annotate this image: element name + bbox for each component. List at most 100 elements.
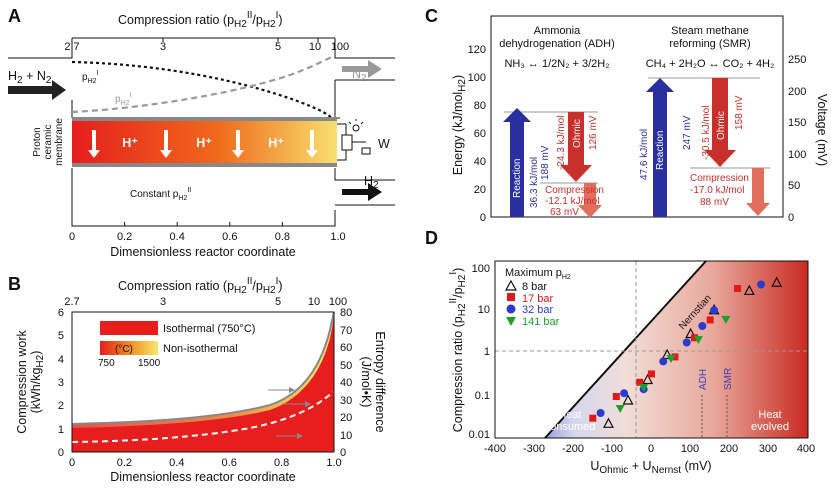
reactor-wall-mid-right (334, 80, 340, 119)
panel-d-x-label: UOhmic + UNernst (mV) (590, 459, 711, 476)
panel-d-x-tick: 0 (648, 443, 654, 455)
panel-b-bottom-tick: 0.2 (117, 457, 132, 469)
legend-unit-label: (°C) (115, 344, 133, 355)
proton-label: H⁺ (268, 136, 284, 150)
panel-c-left-tick: 100 (468, 72, 486, 84)
reactor-wall-top-right (334, 38, 395, 59)
data-point-17-bar (612, 393, 620, 400)
panel-b-left-tick: 2 (58, 400, 64, 412)
panel-a-bottom-tick: 1.0 (330, 231, 345, 243)
h2-outlet-arrow (342, 183, 382, 201)
adh-ohmic-arrow (560, 112, 592, 182)
panel-a-top-axis-title: Compression ratio (pH2II/pH2I) (118, 10, 283, 30)
proton-label: H⁺ (122, 136, 138, 150)
work-label: W (378, 137, 390, 151)
adh-compression-arrow (578, 183, 602, 218)
legend-isothermal-label: Isothermal (750°C) (163, 323, 255, 335)
adh-reaction-mv: 188 mV (540, 145, 551, 180)
panel-b-right-tick: 50 (340, 360, 352, 372)
panel-d-y-tick: 10 (478, 304, 490, 316)
data-point-141-bar (639, 384, 649, 393)
smr-reaction-mv: 247 mV (682, 115, 693, 150)
legend-item-32bar: 32 bar (522, 304, 554, 316)
proton-flux-arrows (88, 130, 318, 158)
panel-a-x-label: Dimensionless reactor coordinate (110, 245, 296, 259)
panel-d-y-tick: 0.1 (475, 390, 490, 402)
panel-b-right-tick: 30 (340, 395, 352, 407)
data-point-32-bar (757, 280, 766, 289)
data-point-8-bar (661, 348, 673, 360)
panel-b-x-label: Dimensionless reactor coordinate (110, 470, 296, 484)
membrane-bottom-edge (72, 163, 337, 167)
adh-ohmic-kj: -24.3 kJ/mol (556, 116, 567, 170)
panel-c-left-tick: 60 (474, 128, 486, 140)
data-point-32-bar (596, 409, 605, 418)
panel-c-left-tick: 120 (468, 44, 486, 56)
panel-c-right-tick: 50 (788, 180, 800, 192)
panel-d-x-tick: 100 (681, 443, 699, 455)
panel-d-frame (494, 260, 809, 439)
panel-b-bottom-ticks: 0 0.2 0.4 0.6 0.8 1.0 (69, 457, 342, 469)
inlet-label: H2 + N2 (8, 69, 52, 86)
panel-c-left-ticks: 0 20 40 60 80 100 120 (468, 44, 486, 224)
panel-d-data-points (589, 276, 783, 428)
panel-b-left-tick: 5 (58, 330, 64, 342)
panel-b-frame (71, 311, 335, 453)
panel-b-right-tick: 10 (340, 430, 352, 442)
data-point-17-bar (636, 378, 644, 386)
panel-a-top-tick: 100 (331, 41, 349, 53)
panel-b-right-tick: 0 (340, 447, 346, 459)
inlet-arrow (8, 80, 66, 100)
nernstian-line (544, 260, 707, 439)
adh-reaction-arrow (503, 108, 531, 217)
panel-b-right-tick: 60 (340, 342, 352, 354)
data-point-32-bar (682, 338, 691, 347)
data-point-141-bar (693, 335, 703, 344)
data-point-141-bar (666, 355, 676, 364)
membrane-top-edge (72, 117, 337, 121)
nernstian-excluded-region (495, 261, 706, 438)
panel-c-y-label: Energy (kJ/molH2) (451, 75, 468, 175)
proton-ceramic-membrane (72, 121, 337, 163)
data-point-32-bar (710, 306, 719, 315)
panel-b-letter: B (8, 274, 21, 294)
panel-c-frame (490, 15, 784, 218)
panel-d-y-label: Compression ratio (pH2II/pH2I) (448, 268, 468, 433)
data-point-141-bar (615, 404, 625, 413)
data-point-17-bar (691, 334, 699, 342)
panel-b-top-axis-title: Compression ratio (pH2II/pH2I) (118, 276, 283, 296)
smr-comp-word: Compression (690, 173, 749, 184)
legend-item-17bar: 17 bar (522, 293, 554, 305)
panel-d-x-ticks: -400 -300 -200 -100 0 100 200 300 400 (484, 443, 815, 455)
membrane-label: Protonceramicmembrane (32, 118, 65, 166)
panel-b-top-tick: 3 (160, 296, 166, 308)
reactor-wall-top (8, 38, 73, 59)
panel-b-bottom-tick: 1.0 (326, 457, 341, 469)
legend-marker-32bar (506, 304, 516, 314)
entropy-difference-curve (71, 391, 334, 443)
panel-b-left-ticks: 0 1 2 3 4 5 6 (58, 307, 64, 459)
smr-comp-mv: 88 mV (700, 197, 729, 208)
data-point-32-bar (698, 321, 707, 330)
data-point-8-bar (743, 284, 755, 296)
legend-noniso-swatch (100, 341, 158, 355)
panel-b-y2-label: Entropy difference(J/mol•K) (359, 331, 387, 432)
panel-b-top-tick: 100 (329, 296, 347, 308)
adh-label: ADH (698, 369, 709, 390)
smr-title: Steam methane reforming (SMR) (669, 25, 750, 50)
adh-title: Ammonia dehydrogenation (ADH) (499, 25, 615, 50)
n2-outlet-label: N2 (352, 67, 367, 84)
panel-b-right-tick: 70 (340, 325, 352, 337)
panel-c: C Ammonia dehydrogenation (ADH) NH₃ ↔ 1/2… (425, 6, 829, 224)
smr-ohmic-word: Ohmic (716, 111, 727, 140)
panel-a-bottom-tick: 0.6 (222, 231, 237, 243)
panel-a-bottom-tick: 0.4 (170, 231, 185, 243)
panel-d-x-tick: 200 (720, 443, 738, 455)
panel-d-letter: D (425, 228, 438, 248)
smr-compression-arrow (746, 168, 770, 216)
panel-c-right-ticks: 0 50 100 150 200 250 (788, 54, 806, 224)
smr-label: SMR (723, 368, 734, 390)
panel-a-top-ticks: 2.7 3 5 10 100 (64, 38, 349, 53)
data-point-8-bar (622, 394, 634, 405)
